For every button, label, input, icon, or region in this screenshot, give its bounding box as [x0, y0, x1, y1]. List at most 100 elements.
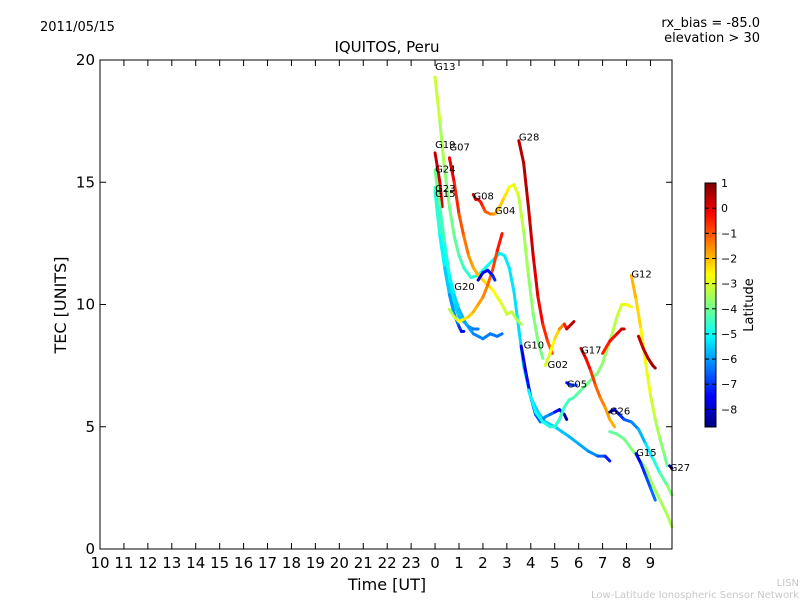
colorbar-tick-layer: 1 0 −1 −2 −3 −4 −5 −6 −7 −8: [705, 177, 737, 416]
track-segment: [596, 361, 605, 375]
satellite-label: G19: [435, 140, 455, 151]
track-segment: [629, 420, 640, 431]
track-segment: [491, 249, 499, 272]
colorbar-tick-label: −8: [721, 403, 737, 416]
track-segment: [658, 498, 669, 517]
x-tick-label: 13: [162, 554, 181, 572]
track-segment: [603, 454, 612, 463]
x-tick-label: 2: [478, 554, 488, 572]
satellite-label: G02: [548, 360, 568, 371]
x-tick-label: 20: [330, 554, 349, 572]
track-segment: [615, 303, 624, 319]
track-segment: [536, 339, 545, 360]
track-segment: [593, 383, 602, 399]
track-segment: [608, 417, 617, 429]
track-segment: [636, 427, 648, 446]
track-segment: [644, 361, 652, 397]
track-segment: [579, 347, 588, 360]
track-segment: [433, 190, 442, 238]
track-segment: [433, 168, 442, 209]
track-segment: [462, 234, 471, 258]
x-tick-label: 11: [114, 554, 133, 572]
y-tick-label: 20: [76, 51, 95, 69]
track-segment: [526, 273, 535, 316]
series-g04: [493, 183, 545, 360]
track-segment: [438, 119, 447, 172]
satellite-label: G15: [636, 448, 656, 459]
y-tick-label: 15: [76, 173, 95, 191]
series-g10b: [526, 303, 633, 429]
plot-frame: [99, 59, 673, 550]
series-g17: [579, 347, 617, 429]
track-segment: [543, 351, 552, 368]
track-segment: [584, 356, 593, 373]
track-segment: [534, 410, 545, 424]
track-segment: [447, 283, 456, 306]
colorbar-tick-label: −2: [721, 252, 737, 265]
track-segment: [438, 205, 447, 245]
track-segment: [601, 347, 609, 365]
track-segment: [433, 75, 442, 123]
track-segment: [558, 405, 566, 421]
track-segment: [567, 435, 581, 446]
x-tick-label: 22: [378, 554, 397, 572]
series-g02: [543, 320, 576, 368]
rx-bias-label: rx_bias = -85.0: [661, 16, 760, 31]
track-segment: [452, 303, 461, 319]
colorbar-tick-label: −4: [721, 303, 737, 316]
track-segment: [502, 254, 511, 270]
x-tick-label: 9: [646, 554, 656, 572]
satellite-label: G13: [435, 62, 455, 73]
satellite-label: G27: [670, 463, 690, 474]
track-segment: [502, 185, 511, 199]
track-segment: [457, 254, 466, 270]
y-tick-layer: 0 5 10 15 20: [76, 51, 672, 558]
track-segment: [443, 168, 451, 209]
track-segment: [641, 347, 650, 360]
x-tick-label: 12: [138, 554, 157, 572]
track-segment: [658, 471, 669, 487]
satellite-label: G17: [581, 345, 601, 356]
date-label: 2011/05/15: [40, 20, 115, 35]
track-segment: [452, 234, 461, 258]
track-segment: [610, 315, 619, 336]
series-g12c: [636, 334, 657, 370]
track-segment: [481, 258, 495, 272]
track-segment: [526, 205, 535, 258]
satellite-label: G05: [567, 380, 587, 391]
y-tick-label: 10: [76, 296, 95, 314]
track-segment: [636, 334, 645, 351]
satellite-label: G23: [435, 184, 455, 195]
series-g19: [433, 151, 444, 209]
track-segment: [586, 449, 600, 458]
x-tick-label: 1: [454, 554, 464, 572]
lisn-watermark: LISN: [777, 578, 799, 589]
x-tick-label: 18: [282, 554, 301, 572]
track-segment: [443, 241, 451, 277]
series-g08: [471, 192, 497, 216]
x-tick-label: 10: [90, 554, 109, 572]
x-tick-label: 23: [402, 554, 421, 572]
track-segment: [467, 254, 475, 270]
track-segment: [648, 486, 657, 502]
x-tick-label: 5: [550, 554, 560, 572]
x-tick-label: 21: [354, 554, 373, 572]
colorbar-tick-label: −5: [721, 328, 737, 341]
satellite-label: G15: [435, 189, 455, 200]
satellite-label: G07: [449, 142, 469, 153]
colorbar-tick-label: −7: [721, 378, 737, 391]
track-segment: [567, 320, 576, 329]
series-g26: [608, 408, 674, 497]
satellite-label: G12: [631, 270, 651, 281]
track-segment: [447, 156, 456, 184]
track-segment: [452, 293, 461, 311]
series-g12: [629, 273, 669, 468]
x-tick-label: 7: [598, 554, 608, 572]
track-segment: [512, 290, 521, 331]
series-layer: [433, 75, 674, 529]
track-segment: [495, 332, 504, 338]
x-axis-label: Time [UT]: [347, 575, 426, 594]
track-segment: [665, 483, 674, 497]
track-segment: [514, 317, 523, 326]
satellite-label: G10: [524, 341, 544, 352]
